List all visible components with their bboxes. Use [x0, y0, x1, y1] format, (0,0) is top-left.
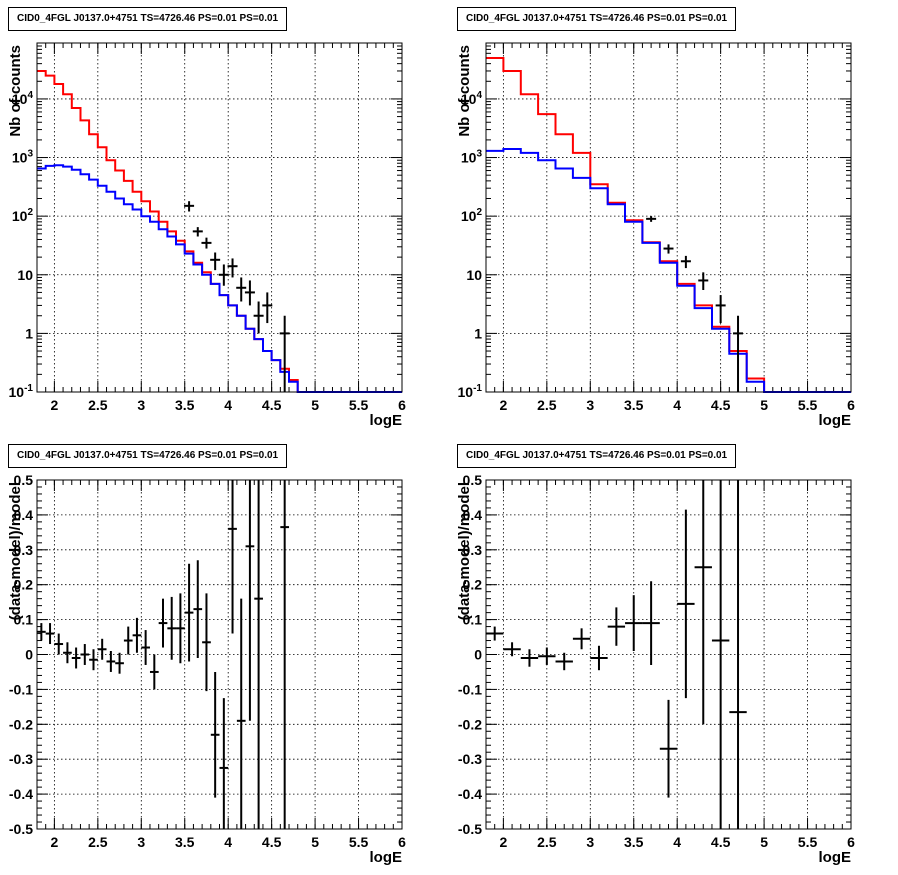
y-tick-label: 10-1	[9, 383, 34, 400]
y-tick-label: -0.5	[458, 821, 482, 837]
plot-frame	[36, 42, 403, 393]
plot-title: CID0_4FGL J0137.0+4751 TS=4726.46 PS=0.0…	[457, 444, 737, 468]
x-tick-label: 3	[586, 834, 594, 850]
x-tick-label: 4.5	[711, 834, 731, 850]
x-tick-label: 3	[137, 834, 145, 850]
x-axis-label: logE	[819, 412, 852, 429]
residual-plot: 2 2.5 3 3.5 4 4.5 5 5.5 6 -0.5 -0.4 -0.3 -0.2 -0.1 0 0.…	[456, 472, 855, 866]
x-tick-label: 6	[847, 834, 855, 850]
plot-title: CID0_4FGL J0137.0+4751 TS=4726.46 PS=0.0…	[457, 7, 737, 31]
residual-panel-bottom-left: 2 2.5 3 3.5 4 4.5 5 5.5 6 -0.5 -0.4 -0.3 -0.2 -0.1 0 0.…	[0, 437, 449, 875]
y-tick-label: 0.5	[14, 472, 34, 488]
spectrum-panel-top-right: 2 2.5 3 3.5 4 4.5 5 5.5 6 10-1 1 10 102 103 104 logE Nb …	[449, 0, 898, 437]
x-tick-label: 5.5	[798, 834, 818, 850]
x-tick-label: 5.5	[349, 834, 369, 850]
x-tick-label: 4	[673, 834, 681, 850]
plot-frame	[485, 42, 852, 393]
x-tick-label: 5.5	[798, 397, 818, 413]
x-tick-label: 2	[50, 397, 58, 413]
plot-title: CID0_4FGL J0137.0+4751 TS=4726.46 PS=0.0…	[8, 444, 288, 468]
model-source-histogram	[486, 148, 851, 393]
x-tick-label: 4	[224, 397, 232, 413]
y-tick-label: 103	[461, 149, 483, 166]
x-tick-label: 3.5	[624, 397, 644, 413]
x-tick-label: 5	[760, 834, 768, 850]
y-tick-label: 104	[12, 90, 34, 107]
y-tick-label: 0.1	[463, 612, 483, 628]
y-tick-label: 0.4	[463, 507, 483, 523]
x-tick-label: 3.5	[624, 834, 644, 850]
y-tick-label: 1	[474, 325, 482, 341]
y-axis-label: Nb of counts	[456, 45, 473, 137]
plot-frame	[485, 479, 852, 830]
x-tick-label: 2.5	[88, 834, 108, 850]
x-tick-label: 2	[499, 834, 507, 850]
plot-title: CID0_4FGL J0137.0+4751 TS=4726.46 PS=0.0…	[8, 7, 288, 31]
y-tick-label: -0.2	[458, 716, 482, 732]
y-tick-label: 0.5	[463, 472, 483, 488]
plot-frame	[36, 479, 403, 830]
y-tick-label: 0.3	[463, 542, 483, 558]
y-tick-label: -0.5	[9, 821, 33, 837]
y-tick-label: 0.1	[14, 612, 34, 628]
residual-panel-bottom-right: 2 2.5 3 3.5 4 4.5 5 5.5 6 -0.5 -0.4 -0.3 -0.2 -0.1 0 0.…	[449, 437, 898, 875]
y-tick-label: 103	[12, 149, 34, 166]
y-tick-label: -0.1	[9, 681, 33, 697]
x-axis-label: logE	[370, 849, 403, 866]
x-tick-label: 2	[50, 834, 58, 850]
y-tick-label: -0.4	[9, 786, 33, 802]
y-tick-label: -0.3	[458, 751, 482, 767]
model-total-histogram	[37, 70, 402, 393]
x-tick-label: 3.5	[175, 397, 195, 413]
y-tick-label: -0.2	[9, 716, 33, 732]
x-tick-label: 5	[311, 397, 319, 413]
y-tick-label: 102	[461, 207, 483, 224]
y-tick-label: 0	[25, 647, 33, 663]
model-total-histogram	[486, 57, 851, 393]
x-axis-label: logE	[819, 849, 852, 866]
model-source-histogram	[37, 164, 402, 393]
y-tick-label: 10	[17, 267, 33, 283]
x-tick-label: 3.5	[175, 834, 195, 850]
x-tick-label: 4	[224, 834, 232, 850]
y-tick-label: 0.2	[463, 577, 483, 593]
x-tick-label: 6	[847, 397, 855, 413]
y-axis-label: (data-model)/model	[456, 482, 473, 620]
y-tick-label: 10	[466, 267, 482, 283]
x-tick-label: 6	[398, 397, 406, 413]
y-tick-label: 10-1	[458, 383, 483, 400]
y-tick-label: 1	[25, 325, 33, 341]
y-tick-label: 0	[474, 647, 482, 663]
spectrum-panel-top-left: 2 2.5 3 3.5 4 4.5 5 5.5 6 10-1 1 10 102 103 104 logE Nb …	[0, 0, 449, 437]
x-tick-label: 5	[311, 834, 319, 850]
x-tick-label: 2.5	[537, 834, 557, 850]
residual-plot: 2 2.5 3 3.5 4 4.5 5 5.5 6 -0.5 -0.4 -0.3 -0.2 -0.1 0 0.…	[7, 472, 406, 866]
y-tick-label: 102	[12, 207, 34, 224]
x-axis-label: logE	[370, 412, 403, 429]
y-tick-label: 0.3	[14, 542, 34, 558]
x-tick-label: 5	[760, 397, 768, 413]
y-axis-label: Nb of counts	[7, 45, 24, 137]
x-tick-label: 3	[137, 397, 145, 413]
spectrum-plot: 2 2.5 3 3.5 4 4.5 5 5.5 6 10-1 1 10 102 103 104 logE Nb …	[456, 42, 855, 429]
y-tick-label: -0.3	[9, 751, 33, 767]
y-axis-label: (data-model)/model	[7, 482, 24, 620]
y-tick-label: 0.2	[14, 577, 34, 593]
spectrum-plot: 2 2.5 3 3.5 4 4.5 5 5.5 6 10-1 1 10 102 103 104 logE Nb …	[7, 42, 406, 429]
x-tick-label: 4	[673, 397, 681, 413]
y-tick-label: -0.4	[458, 786, 482, 802]
x-tick-label: 4.5	[711, 397, 731, 413]
x-tick-label: 2.5	[537, 397, 557, 413]
y-tick-label: -0.1	[458, 681, 482, 697]
y-tick-label: 0.4	[14, 507, 34, 523]
x-tick-label: 4.5	[262, 834, 282, 850]
x-tick-label: 4.5	[262, 397, 282, 413]
y-tick-label: 104	[461, 90, 483, 107]
x-tick-label: 2.5	[88, 397, 108, 413]
x-tick-label: 2	[499, 397, 507, 413]
x-tick-label: 6	[398, 834, 406, 850]
x-tick-label: 5.5	[349, 397, 369, 413]
x-tick-label: 3	[586, 397, 594, 413]
